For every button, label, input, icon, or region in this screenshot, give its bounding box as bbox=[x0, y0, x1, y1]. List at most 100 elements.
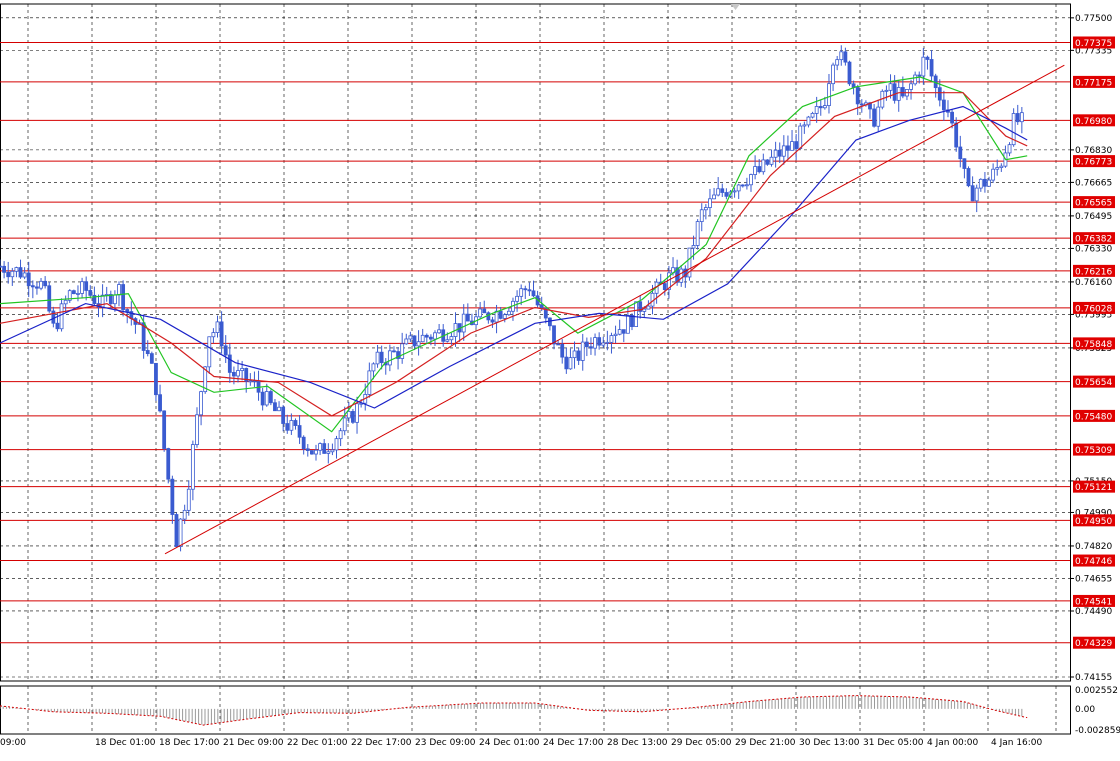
candle-body bbox=[326, 451, 331, 454]
candle-body bbox=[593, 337, 597, 349]
candle-body bbox=[490, 319, 495, 323]
x-axis-label: 24 Dec 01:00 bbox=[479, 738, 540, 748]
candle-body bbox=[498, 310, 503, 319]
candle-body bbox=[794, 141, 799, 149]
candle-body bbox=[84, 281, 89, 291]
x-axis-label: 30 Dec 13:00 bbox=[799, 738, 860, 748]
x-axis-label: 31 Dec 05:00 bbox=[863, 738, 924, 748]
candle-body bbox=[991, 168, 996, 181]
candle-body bbox=[744, 184, 749, 187]
candle-body bbox=[543, 308, 548, 319]
candle-body bbox=[552, 325, 556, 345]
candle-body bbox=[978, 178, 983, 189]
candle-body bbox=[929, 59, 934, 77]
candle-body bbox=[166, 448, 171, 480]
osc-signal-line bbox=[0, 695, 1028, 726]
candle-body bbox=[515, 295, 519, 302]
candle-body bbox=[162, 410, 167, 449]
level-label-box bbox=[1073, 594, 1115, 607]
candle-body bbox=[921, 56, 926, 77]
oscillator-frame bbox=[0, 685, 1071, 735]
candle-body bbox=[736, 184, 741, 192]
candle-body bbox=[244, 368, 249, 382]
candle-body bbox=[962, 158, 967, 169]
candle-body bbox=[227, 354, 232, 373]
candle-body bbox=[371, 363, 376, 372]
level-label-box bbox=[1073, 375, 1115, 388]
candle-body bbox=[1011, 113, 1016, 146]
y-axis-tick-label: 0.74490 bbox=[1075, 607, 1112, 617]
osc-y-tick-label: 0.00 bbox=[1075, 705, 1095, 715]
candle-body bbox=[293, 420, 298, 426]
candle-body bbox=[408, 335, 413, 340]
osc-y-tick-label: 0.002552 bbox=[1075, 686, 1118, 696]
y-axis-tick-label: 0.76160 bbox=[1075, 278, 1112, 288]
candle-body bbox=[289, 420, 294, 431]
candle-body bbox=[506, 310, 511, 316]
candle-body bbox=[983, 178, 987, 187]
level-label: 0.76382 bbox=[1075, 235, 1112, 245]
candle-body bbox=[318, 443, 322, 451]
candle-body bbox=[716, 188, 721, 196]
candle-body bbox=[190, 444, 195, 490]
candle-body bbox=[59, 303, 64, 330]
candle-body bbox=[634, 301, 638, 327]
candle-body bbox=[379, 351, 384, 364]
level-label-box bbox=[1073, 514, 1115, 527]
level-label: 0.74746 bbox=[1075, 557, 1112, 567]
candle-body bbox=[679, 268, 684, 283]
candle-body bbox=[941, 99, 946, 111]
level-label-box bbox=[1073, 301, 1115, 314]
candle-body bbox=[970, 185, 975, 202]
x-axis-label: 09:00 bbox=[0, 738, 26, 748]
candle-body bbox=[630, 314, 634, 327]
candle-body bbox=[621, 329, 626, 334]
candle-body bbox=[909, 83, 913, 90]
candle-body bbox=[465, 313, 470, 322]
candle-body bbox=[273, 402, 277, 412]
candle-body bbox=[597, 337, 602, 346]
candle-body bbox=[572, 350, 577, 359]
candle-body bbox=[445, 339, 450, 342]
candle-body bbox=[884, 89, 889, 92]
candle-body bbox=[839, 51, 844, 61]
candle-body bbox=[999, 165, 1004, 168]
candle-body bbox=[835, 59, 840, 66]
candle-body bbox=[47, 285, 52, 312]
candle-body bbox=[806, 116, 811, 126]
candle-body bbox=[580, 341, 585, 361]
level-label-box bbox=[1073, 114, 1115, 127]
candle-body bbox=[416, 341, 421, 347]
candle-body bbox=[847, 61, 852, 85]
candle-body bbox=[662, 283, 667, 291]
candle-body bbox=[149, 353, 154, 364]
candle-body bbox=[387, 350, 392, 366]
candle-body bbox=[687, 247, 692, 278]
y-axis-tick-label: 0.76665 bbox=[1075, 178, 1112, 188]
level-label-box bbox=[1073, 480, 1115, 493]
candle-body bbox=[260, 391, 265, 406]
candle-body bbox=[822, 105, 827, 109]
candle-body bbox=[478, 308, 483, 318]
candle-body bbox=[502, 314, 507, 319]
y-axis-tick-label: 0.74655 bbox=[1075, 574, 1112, 584]
candle-body bbox=[1015, 113, 1020, 123]
candle-body bbox=[412, 335, 417, 347]
candle-body bbox=[724, 192, 729, 197]
chart-shift-marker-icon bbox=[731, 4, 740, 10]
y-axis-tick-label: 0.74155 bbox=[1075, 673, 1112, 683]
candle-body bbox=[429, 336, 433, 340]
x-axis-label: 22 Dec 01:00 bbox=[287, 738, 348, 748]
candle-body bbox=[178, 518, 183, 547]
candle-body bbox=[67, 290, 72, 301]
candle-body bbox=[995, 167, 1000, 170]
level-label: 0.74329 bbox=[1075, 639, 1112, 649]
level-label-box bbox=[1073, 36, 1115, 49]
candle-body bbox=[925, 56, 930, 60]
candle-body bbox=[461, 313, 466, 333]
candle-body bbox=[892, 83, 897, 101]
candle-body bbox=[449, 336, 454, 341]
y-axis-tick-label: 0.76330 bbox=[1075, 244, 1112, 254]
candle-body bbox=[646, 305, 651, 310]
candle-body bbox=[76, 292, 80, 295]
